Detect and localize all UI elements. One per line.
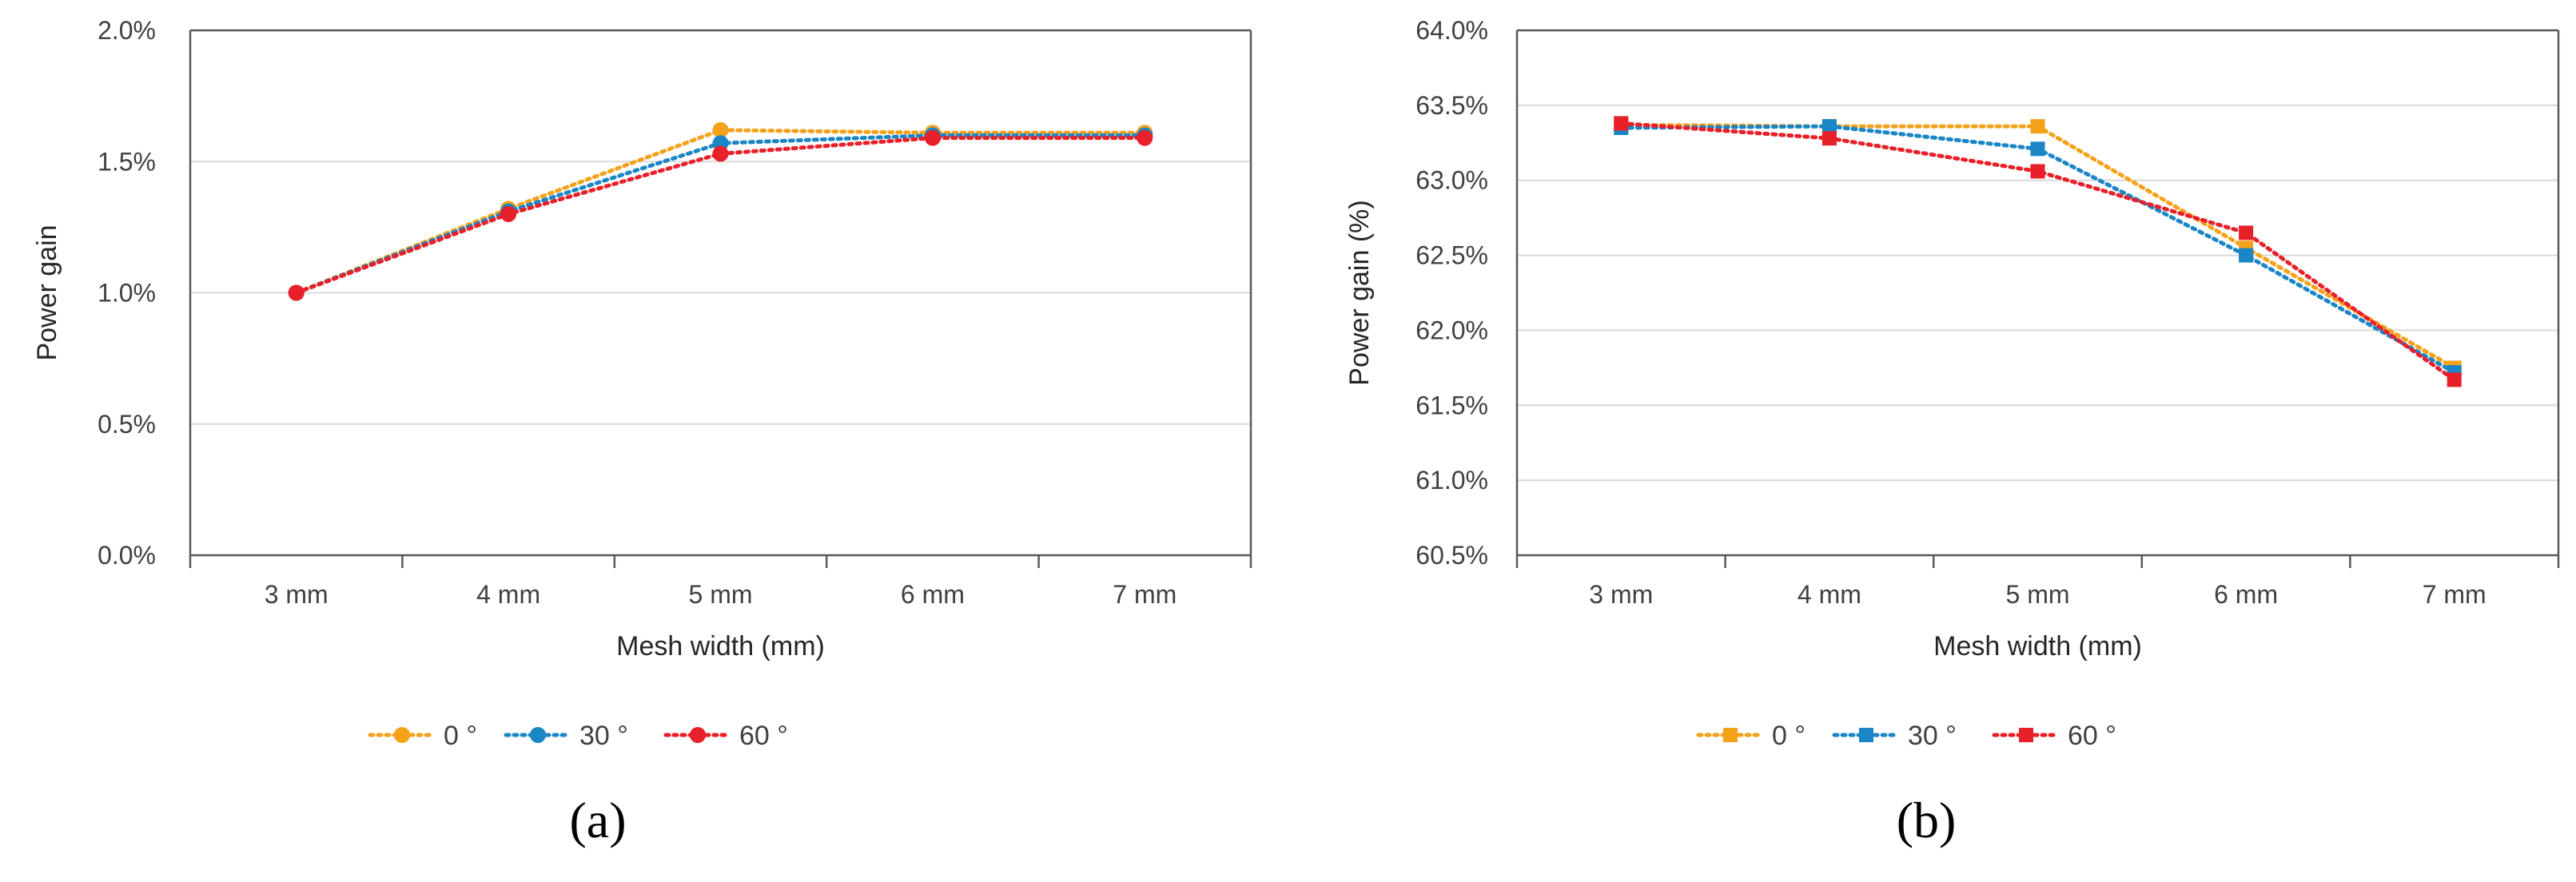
series-line <box>1618 122 2457 370</box>
x-tick-label: 4 mm <box>476 580 540 609</box>
y-axis-title: Power gain <box>32 224 62 360</box>
y-axis-title: Power gain (%) <box>1344 200 1375 385</box>
x-tick-label: 5 mm <box>2006 580 2070 609</box>
data-point <box>2239 225 2254 240</box>
y-tick-label: 1.5% <box>98 147 156 176</box>
legend-marker <box>2019 728 2033 742</box>
y-tick-label: 60.5% <box>1415 541 1488 570</box>
y-tick-label: 63.5% <box>1415 91 1488 120</box>
x-tick-label: 6 mm <box>901 580 965 609</box>
y-tick-label: 0.5% <box>98 410 156 439</box>
chart-panel-a: 0.0% 0.5% 1.0% 1.5% 2.0% 3 mm 4 mm 5 mm 6 mm 7 mm… <box>32 16 1252 848</box>
series-2 <box>288 129 1153 301</box>
data-point <box>1822 119 1837 134</box>
data-point <box>1822 131 1837 146</box>
legend-item: 60 ° <box>663 721 788 751</box>
legend-marker <box>690 727 706 743</box>
data-point <box>2239 248 2254 263</box>
x-axis-title: Mesh width (mm) <box>616 631 825 662</box>
data-point <box>712 145 729 162</box>
data-point <box>1137 129 1153 146</box>
x-tick-label: 6 mm <box>2214 580 2278 609</box>
chart-panel-b: 60.5% 61.0% 61.5% 62.0% 62.5% 63.0% 63.5% 64.0%… <box>1344 16 2560 848</box>
y-tick-label: 61.5% <box>1415 391 1488 419</box>
legend: 0 ° 30 ° 60 ° <box>1696 721 2116 751</box>
legend-item: 60 ° <box>1992 721 2116 751</box>
x-tick-label: 3 mm <box>265 580 328 609</box>
legend-marker <box>394 727 410 743</box>
data-point <box>288 284 305 301</box>
y-tick-label: 0.0% <box>98 541 156 570</box>
legend-marker <box>530 727 546 743</box>
legend-marker <box>1723 728 1738 742</box>
x-tick-label: 4 mm <box>1798 580 1861 609</box>
legend-label: 60 ° <box>2068 721 2116 751</box>
y-tick-label: 61.0% <box>1415 466 1488 495</box>
panel-label: (a) <box>569 792 626 848</box>
legend-item: 0 ° <box>1696 721 1806 751</box>
data-point <box>2447 372 2462 387</box>
x-tick-label: 3 mm <box>1589 580 1653 609</box>
series-0 <box>1614 117 2462 375</box>
legend-item: 30 ° <box>1832 721 1957 751</box>
series-line <box>1618 121 2457 382</box>
x-tick-label: 5 mm <box>689 580 753 609</box>
y-tick-label: 63.0% <box>1415 166 1488 195</box>
series-1 <box>1614 119 2462 379</box>
y-tick-label: 62.0% <box>1415 316 1488 344</box>
y-tick-label: 1.0% <box>98 279 156 308</box>
legend: 0 ° 30 ° 60 ° <box>368 721 788 751</box>
data-point <box>2030 164 2045 179</box>
data-point <box>2030 141 2045 157</box>
legend-label: 30 ° <box>1908 721 1957 751</box>
series-2 <box>1614 116 2462 387</box>
legend-label: 0 ° <box>444 721 477 751</box>
data-point <box>2030 119 2045 134</box>
legend-label: 0 ° <box>1772 721 1806 751</box>
legend-label: 30 ° <box>579 721 628 751</box>
y-tick-label: 2.0% <box>98 16 156 45</box>
y-tick-label: 62.5% <box>1415 241 1488 270</box>
x-tick-label: 7 mm <box>2423 580 2486 609</box>
legend-label: 60 ° <box>739 721 788 751</box>
panel-label: (b) <box>1897 792 1957 848</box>
series-line <box>1618 124 2457 375</box>
y-tick-label: 64.0% <box>1415 16 1488 45</box>
legend-item: 30 ° <box>504 721 628 751</box>
x-axis-title: Mesh width (mm) <box>1933 631 2142 662</box>
legend-item: 0 ° <box>368 721 477 751</box>
data-point <box>924 129 941 146</box>
legend-marker <box>1859 728 1873 742</box>
data-point <box>500 205 517 222</box>
data-point <box>1614 116 1629 131</box>
data-point <box>712 121 729 138</box>
x-tick-label: 7 mm <box>1113 580 1177 609</box>
